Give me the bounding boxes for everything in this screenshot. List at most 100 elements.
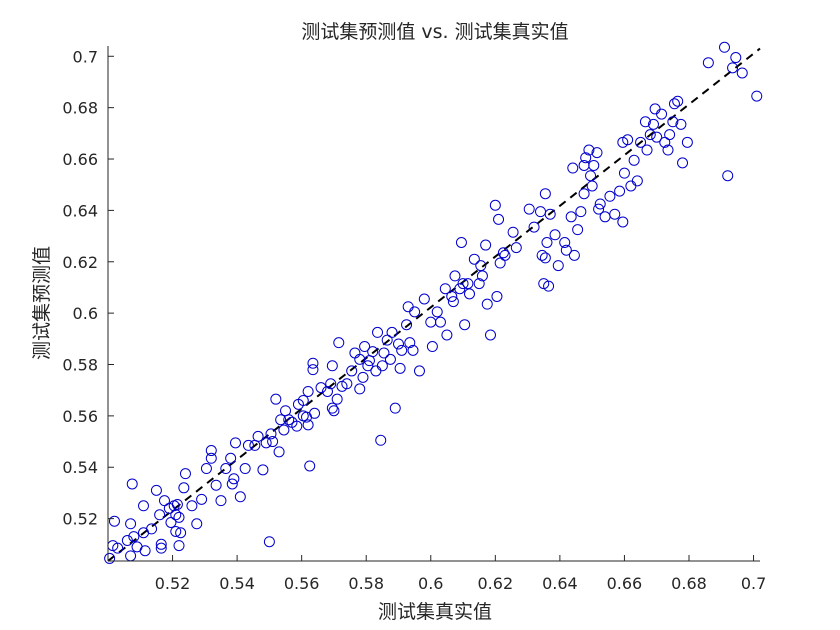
data-point	[681, 136, 693, 148]
data-point	[165, 516, 177, 528]
data-point	[544, 208, 556, 220]
data-point	[315, 382, 327, 394]
data-point	[604, 190, 616, 202]
data-point	[346, 365, 358, 377]
data-point	[499, 249, 511, 261]
y-tick-label: 0.62	[62, 253, 98, 272]
x-axis-title: 测试集真实值	[378, 601, 492, 623]
data-point	[307, 357, 319, 369]
data-point	[396, 344, 408, 356]
data-point	[273, 446, 285, 458]
data-point	[302, 385, 314, 397]
data-point	[267, 436, 279, 448]
data-point	[409, 306, 421, 318]
x-tick-label: 0.66	[607, 574, 643, 593]
data-point	[475, 260, 487, 272]
data-point	[447, 296, 459, 308]
data-point	[404, 337, 416, 349]
data-point	[449, 270, 461, 282]
data-points	[104, 41, 763, 564]
data-point	[154, 509, 166, 521]
data-point	[568, 249, 580, 261]
data-point	[121, 534, 133, 546]
data-point	[401, 319, 413, 331]
data-point	[565, 211, 577, 223]
data-point	[220, 463, 232, 475]
x-tick-label: 0.64	[542, 574, 578, 593]
chart-title: 测试集预测值 vs. 测试集真实值	[301, 21, 568, 43]
data-point	[297, 394, 309, 406]
data-point	[239, 463, 251, 475]
data-point	[407, 344, 419, 356]
data-point	[497, 247, 509, 259]
x-tick-label: 0.54	[219, 574, 255, 593]
data-point	[260, 437, 272, 449]
data-point	[493, 213, 505, 225]
data-point	[175, 527, 187, 539]
data-point	[146, 523, 158, 535]
data-point	[283, 414, 295, 426]
y-axis-title: 测试集预测值	[31, 246, 53, 360]
data-point	[357, 371, 369, 383]
data-point	[126, 478, 138, 490]
data-point	[441, 329, 453, 341]
data-point	[128, 531, 140, 543]
data-point	[171, 498, 183, 510]
data-point	[378, 347, 390, 359]
data-point	[672, 95, 684, 107]
data-point	[186, 500, 198, 512]
data-point	[173, 540, 185, 552]
data-point	[354, 383, 366, 395]
plot-axes	[107, 46, 760, 562]
data-point	[257, 464, 269, 476]
data-point	[434, 316, 446, 328]
data-point	[677, 157, 689, 169]
data-point	[567, 162, 579, 174]
data-point	[291, 420, 303, 432]
data-point	[662, 144, 674, 156]
data-point	[664, 129, 676, 141]
data-point	[651, 131, 663, 143]
data-point	[468, 253, 480, 265]
y-tick-label: 0.64	[62, 201, 98, 220]
data-point	[394, 362, 406, 374]
data-point	[270, 393, 282, 405]
data-point	[656, 108, 668, 120]
y-tick-label: 0.7	[73, 47, 98, 66]
data-point	[325, 378, 337, 390]
x-tick-label: 0.68	[671, 574, 707, 593]
data-point	[594, 198, 606, 210]
data-point	[104, 552, 116, 564]
data-point	[210, 479, 222, 491]
data-point	[252, 430, 264, 442]
data-point	[372, 326, 384, 338]
data-point	[618, 167, 630, 179]
x-ticks: 0.52 0.54 0.56 0.58 0.6 0.62 0.64 0.66 0.68 0.7	[155, 555, 766, 593]
data-point	[200, 463, 212, 475]
data-point	[536, 249, 548, 261]
data-point	[205, 445, 217, 457]
data-point	[543, 280, 555, 292]
data-point	[719, 41, 730, 53]
data-point	[593, 203, 605, 215]
data-point	[622, 134, 634, 146]
y-tick-label: 0.58	[62, 356, 98, 375]
data-point	[389, 402, 401, 414]
data-point	[367, 346, 379, 358]
data-point	[304, 460, 316, 472]
data-point	[362, 360, 374, 372]
x-tick-label: 0.62	[478, 574, 514, 593]
data-point	[639, 116, 651, 128]
data-point	[549, 229, 561, 241]
y-tick-label: 0.66	[62, 150, 98, 169]
data-point	[446, 290, 458, 302]
data-point	[138, 500, 149, 512]
data-point	[730, 52, 742, 64]
data-point	[457, 278, 469, 290]
data-point	[631, 175, 643, 187]
data-point	[480, 239, 492, 251]
data-point	[560, 244, 572, 256]
data-point	[225, 452, 237, 464]
data-point	[609, 208, 621, 220]
data-point	[376, 360, 388, 372]
